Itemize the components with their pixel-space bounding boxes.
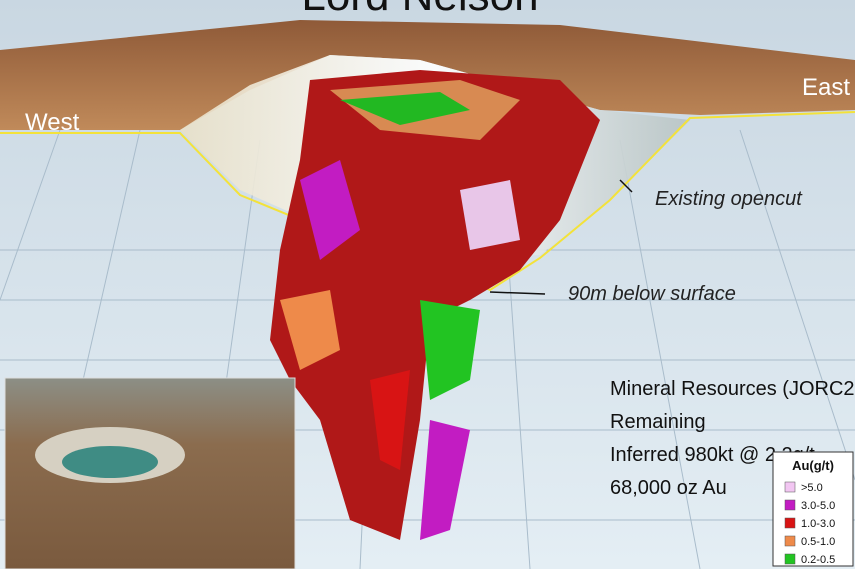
terrain [0, 20, 855, 130]
legend-label: 0.2-0.5 [801, 554, 835, 566]
resource-line: Mineral Resources (JORC2012) [610, 378, 855, 400]
pointer [619, 179, 633, 193]
legend-swatch [784, 481, 796, 493]
legend-label: 3.0-5.0 [801, 500, 835, 512]
label-west: West [25, 109, 80, 136]
legend-swatch [784, 517, 796, 529]
legend-swatch [784, 499, 796, 511]
inset-water [62, 446, 158, 478]
label-opencut: Existing opencut [655, 188, 803, 210]
label-depth: 90m below surface [568, 283, 736, 305]
resource-line: 68,000 oz Au [610, 477, 727, 499]
legend-label: 0.5-1.0 [801, 536, 835, 548]
legend-swatch [784, 535, 796, 547]
legend-label: >5.0 [801, 482, 823, 494]
resource-line: Inferred 980kt @ 2.2g/t [610, 444, 815, 466]
pointer [489, 291, 546, 295]
label-east: East [802, 74, 850, 101]
legend-swatch [784, 553, 796, 565]
legend-title: Au(g/t) [792, 458, 834, 473]
legend-label: 1.0-3.0 [801, 518, 835, 530]
orebody [270, 70, 600, 540]
title: Lord Nelson [301, 0, 538, 20]
resource-line: Remaining [610, 411, 706, 433]
